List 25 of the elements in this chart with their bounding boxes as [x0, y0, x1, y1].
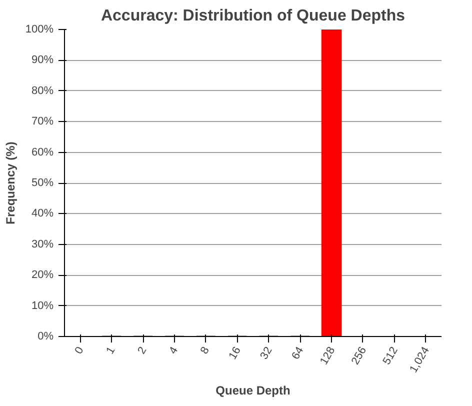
x-tick-label: 32 [258, 344, 275, 362]
y-tick-label: 80% [31, 84, 54, 97]
x-tick-label: 4 [167, 344, 181, 356]
x-axis-title: Queue Depth [216, 383, 290, 398]
y-tick-label: 30% [31, 238, 54, 250]
x-tick-label: 2 [136, 344, 150, 356]
chart-title: Accuracy: Distribution of Queue Depths [100, 8, 406, 24]
y-tick-label: 40% [31, 208, 54, 220]
y-tick-label: 20% [31, 269, 54, 282]
y-tick-label: 10% [31, 300, 54, 312]
x-tick-label: 256 [349, 344, 370, 367]
x-tick-label: 16 [226, 344, 244, 362]
x-tick-label: 64 [290, 344, 306, 362]
x-tick-label: 128 [318, 344, 338, 367]
y-axis-title: Frequency (%) [3, 142, 18, 224]
x-tick-label: 512 [380, 344, 400, 367]
y-tick-label: 100% [25, 24, 54, 36]
y-tick-label: 70% [31, 116, 54, 128]
y-tick-label: 50% [31, 177, 54, 189]
x-tick-label: 0 [72, 344, 86, 356]
x-tick-label: 1 [104, 344, 118, 356]
x-tick-label: 8 [198, 344, 212, 356]
y-tick-label: 60% [31, 146, 54, 158]
y-tick-label: 0% [38, 330, 54, 342]
y-tick-label: 90% [31, 54, 54, 66]
